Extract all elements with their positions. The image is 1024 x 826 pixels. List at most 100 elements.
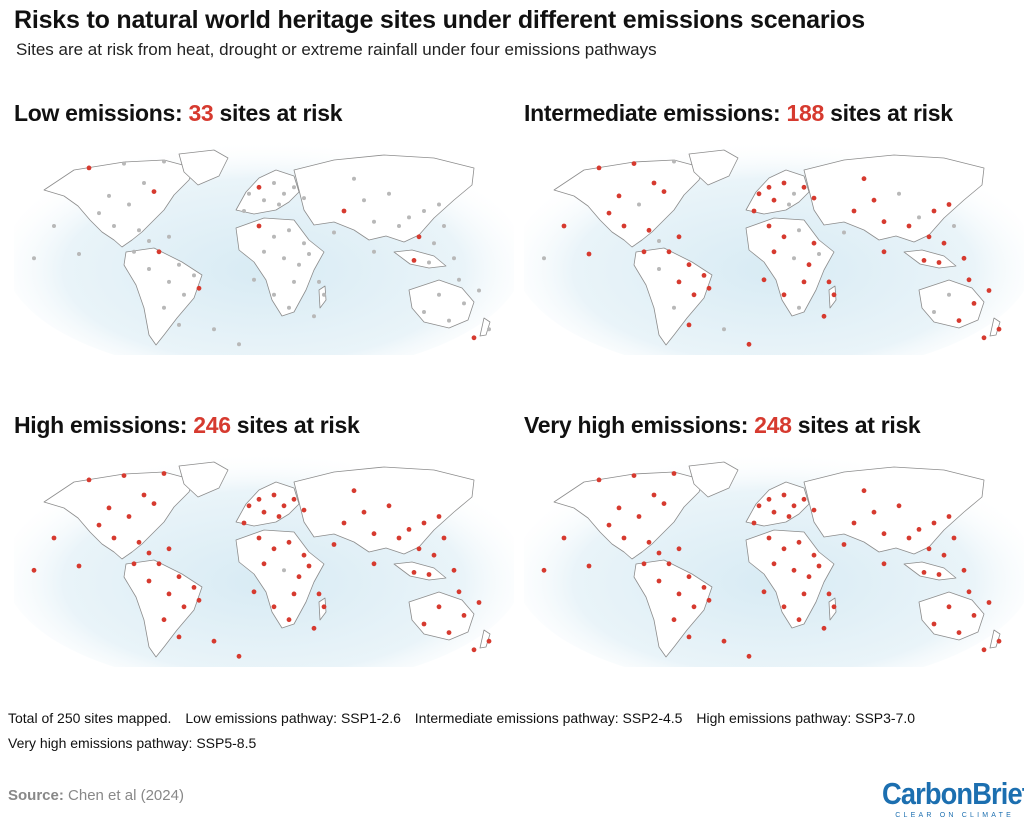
site-at-risk-dot (931, 520, 937, 526)
panel-title: Low emissions: 33 sites at risk (14, 100, 343, 127)
site-at-risk-dot (641, 249, 647, 255)
site-at-risk-dot (771, 561, 777, 567)
site-not-at-risk-dot (107, 193, 111, 198)
panel-title: Very high emissions: 248 sites at risk (524, 412, 921, 439)
site-at-risk-dot (906, 223, 912, 229)
site-not-at-risk-dot (637, 202, 641, 207)
new-zealand-shape (479, 317, 491, 337)
site-at-risk-dot (671, 471, 677, 476)
site-not-at-risk-dot (297, 262, 301, 267)
site-at-risk-dot (271, 604, 277, 610)
site-at-risk-dot (656, 578, 662, 584)
site-not-at-risk-dot (252, 277, 256, 282)
southeast-asia-shape (393, 249, 447, 269)
site-at-risk-dot (306, 563, 312, 569)
site-not-at-risk-dot (657, 267, 661, 271)
site-at-risk-dot (926, 546, 932, 552)
site-not-at-risk-dot (167, 234, 171, 239)
site-at-risk-dot (291, 591, 297, 597)
site-not-at-risk-dot (142, 181, 146, 185)
site-not-at-risk-dot (797, 305, 801, 310)
europe-shape (745, 481, 810, 527)
site-at-risk-dot (746, 341, 752, 347)
site-at-risk-dot (946, 202, 952, 207)
site-at-risk-dot (456, 589, 462, 595)
site-at-risk-dot (806, 262, 812, 268)
site-not-at-risk-dot (97, 211, 101, 216)
site-not-at-risk-dot (447, 318, 451, 323)
asia-shape (293, 466, 475, 555)
site-at-risk-dot (396, 535, 402, 541)
site-at-risk-dot (361, 509, 367, 515)
site-at-risk-dot (971, 301, 977, 306)
site-at-risk-dot (86, 477, 92, 483)
site-at-risk-dot (606, 522, 612, 528)
site-at-risk-dot (126, 514, 132, 519)
site-at-risk-dot (936, 260, 942, 265)
madagascar-shape (828, 285, 837, 309)
site-not-at-risk-dot (302, 241, 306, 246)
site-at-risk-dot (176, 634, 182, 640)
site-not-at-risk-dot (792, 191, 796, 196)
site-at-risk-dot (651, 180, 657, 186)
site-at-risk-dot (196, 285, 202, 291)
site-at-risk-dot (796, 617, 802, 623)
site-at-risk-dot (781, 604, 787, 610)
site-not-at-risk-dot (147, 267, 151, 271)
asia-shape (803, 466, 985, 555)
site-at-risk-dot (431, 552, 437, 558)
north-america-shape (553, 471, 705, 560)
site-at-risk-dot (941, 552, 947, 558)
site-at-risk-dot (946, 514, 952, 519)
footnote-total: Total of 250 sites mapped. (8, 710, 172, 726)
site-at-risk-dot (426, 572, 432, 577)
site-at-risk-dot (111, 535, 117, 541)
site-at-risk-dot (31, 567, 37, 573)
site-at-risk-dot (296, 574, 302, 580)
site-at-risk-dot (271, 546, 277, 552)
site-at-risk-dot (961, 255, 967, 261)
north-america-shape (553, 159, 705, 248)
site-at-risk-dot (436, 604, 442, 610)
site-at-risk-dot (951, 535, 957, 541)
logo-tagline: CLEAR ON CLIMATE (895, 812, 1014, 819)
site-at-risk-dot (286, 617, 292, 623)
site-not-at-risk-dot (792, 256, 796, 261)
site-at-risk-dot (471, 647, 477, 653)
site-at-risk-dot (191, 585, 197, 590)
site-not-at-risk-dot (272, 234, 276, 239)
site-at-risk-dot (701, 273, 707, 278)
site-at-risk-dot (416, 546, 422, 552)
site-not-at-risk-dot (137, 228, 141, 233)
footnote-low: Low emissions pathway: SSP1-2.6 (185, 710, 401, 726)
site-at-risk-dot (801, 496, 807, 502)
site-at-risk-dot (676, 234, 682, 240)
site-at-risk-dot (416, 234, 422, 240)
site-not-at-risk-dot (272, 181, 276, 185)
site-not-at-risk-dot (932, 310, 936, 314)
site-not-at-risk-dot (247, 191, 251, 196)
asia-shape (803, 154, 985, 243)
sites-at-risk-count: 248 (754, 412, 792, 438)
site-at-risk-dot (666, 561, 672, 567)
site-at-risk-dot (786, 514, 792, 519)
site-at-risk-dot (261, 561, 267, 567)
site-not-at-risk-dot (212, 327, 216, 332)
site-at-risk-dot (661, 189, 667, 194)
panel-title-prefix: High emissions: (14, 412, 194, 438)
source-label: Source: (8, 787, 64, 804)
africa-shape (235, 217, 325, 317)
site-not-at-risk-dot (177, 262, 181, 267)
footnote-line-1: Total of 250 sites mapped. Low emissions… (8, 710, 915, 726)
site-at-risk-dot (446, 630, 452, 635)
site-not-at-risk-dot (167, 279, 171, 284)
site-not-at-risk-dot (317, 279, 321, 284)
site-at-risk-dot (646, 539, 652, 545)
south-america-shape (123, 559, 203, 658)
site-at-risk-dot (146, 550, 152, 556)
site-not-at-risk-dot (657, 239, 661, 243)
logo-wordmark: CarbonBrief (882, 776, 1024, 811)
site-at-risk-dot (561, 223, 567, 229)
asia-shape (293, 154, 475, 243)
site-at-risk-dot (341, 208, 347, 214)
